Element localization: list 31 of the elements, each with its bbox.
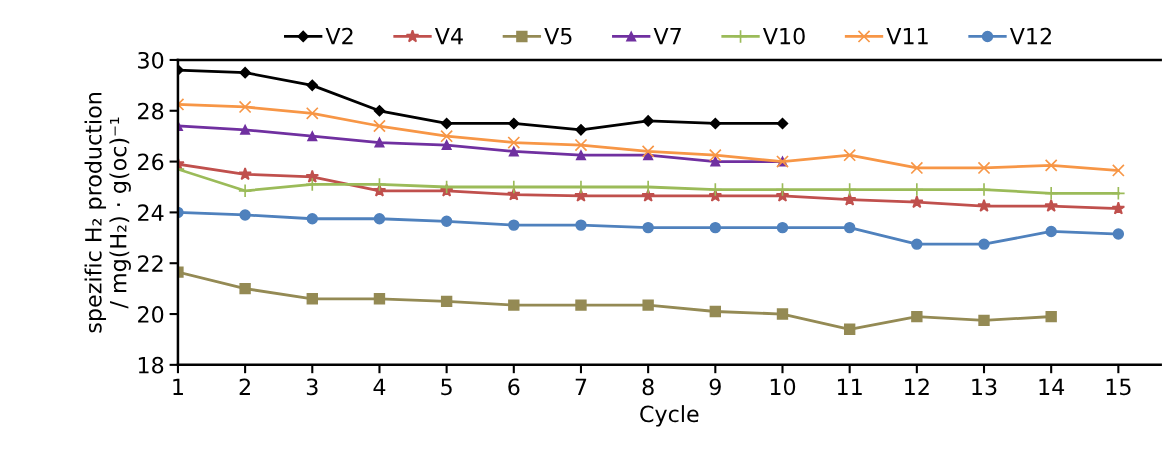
legend-label: V5 <box>544 28 572 45</box>
x-tick-label: 2 <box>239 378 250 395</box>
x-tick-label: 10 <box>770 378 796 396</box>
x-tick-label: 13 <box>972 378 997 396</box>
x-tick-label: 8 <box>642 378 654 396</box>
legend-label: V11 <box>886 28 928 45</box>
y-tick-label: 28 <box>138 102 164 120</box>
y-axis-title: spezific H₂ production / mg(H₂) · g(oc)⁻¹ <box>84 93 131 333</box>
y-tick-label: 20 <box>138 305 164 323</box>
y-tick-label: 26 <box>138 153 164 171</box>
x-tick-label: 15 <box>1106 378 1131 396</box>
y-tick-label: 18 <box>138 356 164 374</box>
legend-label: V2 <box>325 27 353 45</box>
y-tick-label: 30 <box>138 51 164 69</box>
legend-label: V7 <box>653 28 681 45</box>
x-tick-label: 1 <box>173 378 183 395</box>
x-tick-label: 3 <box>306 378 318 396</box>
x-tick-label: 9 <box>709 378 721 396</box>
legend-label: V12 <box>1009 27 1051 45</box>
x-tick-label: 14 <box>1039 378 1065 395</box>
x-tick-label: 6 <box>508 378 520 396</box>
x-tick-label: 12 <box>905 378 929 395</box>
y-tick-label: 24 <box>138 204 164 221</box>
x-axis-title: Cycle <box>640 405 699 427</box>
x-tick-label: 7 <box>575 378 587 395</box>
legend-label: V10 <box>762 27 805 45</box>
y-tick-label: 22 <box>138 255 163 272</box>
x-tick-label: 5 <box>441 378 452 396</box>
x-tick-label: 4 <box>373 378 386 395</box>
legend-label: V4 <box>434 28 463 45</box>
x-tick-label: 11 <box>837 378 862 395</box>
